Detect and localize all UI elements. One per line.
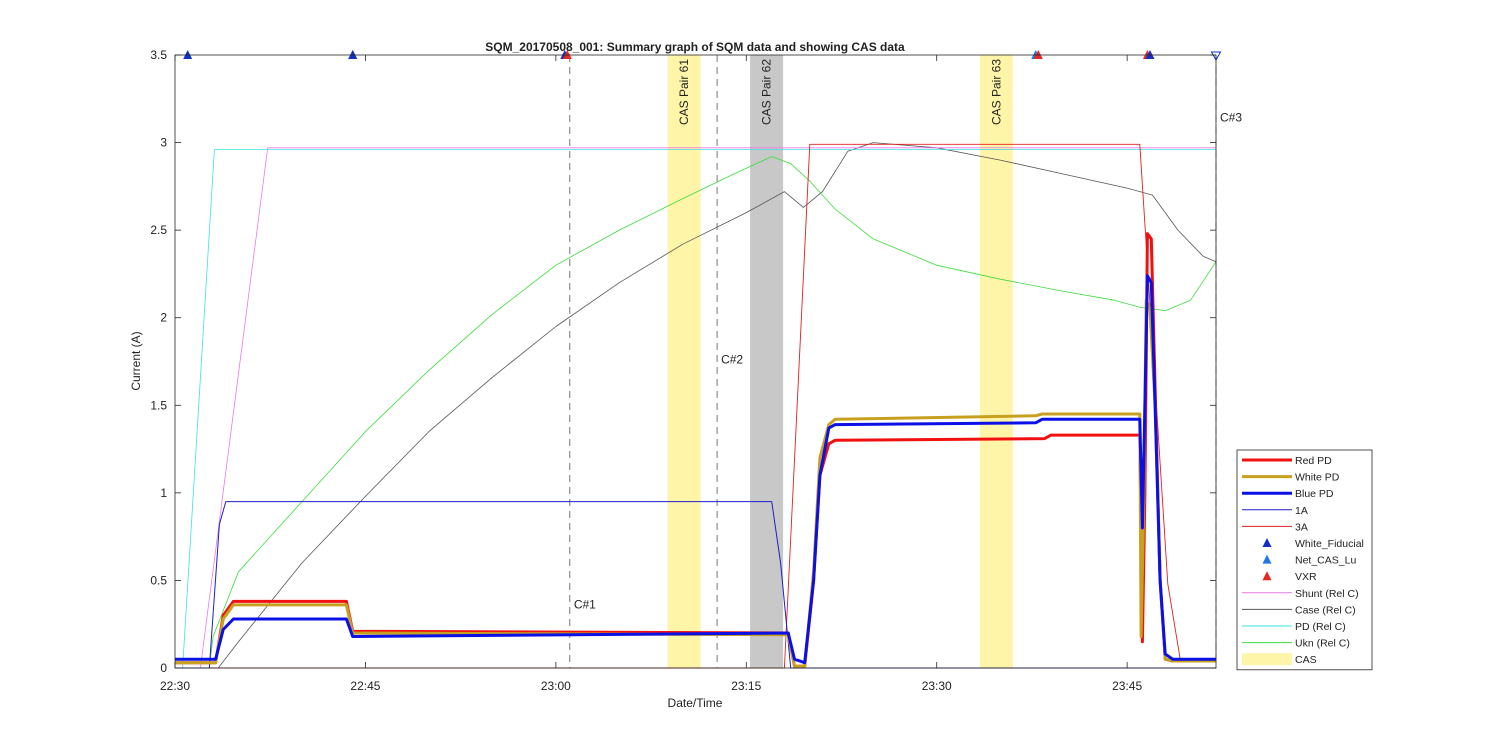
marker-white-fiducial	[1145, 50, 1155, 59]
legend-label: White PD	[1295, 472, 1340, 484]
chart-title: SQM_20170508_001: Summary graph of SQM d…	[485, 40, 905, 54]
x-tick-label: 23:15	[731, 679, 761, 693]
legend-swatch-vxr	[1262, 571, 1272, 581]
x-tick-label: 22:30	[160, 679, 190, 693]
cas-band-label: CAS Pair 62	[760, 59, 774, 125]
legend-label: Blue PD	[1295, 488, 1334, 500]
legend-label: PD (Rel C)	[1295, 621, 1346, 633]
cursor-label: C#3	[1220, 111, 1242, 125]
legend-swatch-cas	[1242, 653, 1292, 666]
y-axis-label: Current (A)	[129, 331, 143, 390]
legend-label: 3A	[1295, 521, 1308, 533]
marker-white-fiducial	[183, 50, 193, 59]
series-line-1a	[175, 501, 1216, 669]
y-tick-label: 2.5	[150, 223, 167, 237]
cas-band	[979, 55, 1013, 668]
legend-label: Red PD	[1295, 455, 1332, 467]
legend-label: White_Fiducial	[1295, 538, 1364, 550]
y-tick-label: 1	[160, 486, 167, 500]
cursor-label: C#1	[574, 597, 596, 611]
marker-white-fiducial	[348, 50, 358, 59]
legend-label: 1A	[1295, 505, 1308, 517]
legend-label: VXR	[1295, 571, 1317, 583]
cursor-label: C#2	[721, 352, 743, 366]
legend-label: CAS	[1295, 654, 1317, 666]
x-tick-label: 23:30	[922, 679, 952, 693]
y-tick-label: 0	[160, 661, 167, 675]
series-line-case-rel-c	[175, 142, 1217, 669]
cas-band	[750, 55, 784, 668]
plot-frame	[174, 54, 1217, 669]
cas-band	[667, 55, 701, 668]
legend-label: Net_CAS_Lu	[1295, 555, 1356, 567]
legend-swatch-white-fiducial	[1262, 538, 1272, 547]
y-tick-label: 0.5	[150, 573, 167, 587]
event-markers	[183, 50, 1222, 62]
legend-label: Ukn (Rel C)	[1295, 638, 1350, 650]
axis-ticks: 0 0.5 1 1.5 2 2.5 3 3.5 22:30 22:45 23:00 23:15 23:3…	[150, 48, 1216, 693]
y-tick-label: 3	[160, 136, 167, 150]
y-tick-label: 1.5	[150, 398, 167, 412]
legend: Red PD White PD Blue PD 1A 3A White_Fiducial N…	[1236, 449, 1373, 671]
y-tick-label: 3.5	[150, 48, 167, 62]
x-axis-label: Date/Time	[668, 696, 723, 710]
cursor-end-marker	[1210, 51, 1222, 62]
x-tick-label: 22:45	[350, 679, 380, 693]
x-tick-label: 23:00	[541, 679, 571, 693]
y-tick-label: 2	[160, 311, 167, 325]
cas-band-label: CAS Pair 61	[677, 59, 691, 125]
series-lines	[175, 142, 1217, 669]
marker-vxr	[562, 50, 572, 59]
legend-label: Case (Rel C)	[1295, 604, 1356, 616]
marker-vxr	[1033, 50, 1043, 59]
series-line-blue-pd	[175, 274, 1216, 665]
x-tick-label: 23:45	[1112, 679, 1142, 693]
legend-label: Shunt (Rel C)	[1295, 588, 1359, 600]
cas-band-label: CAS Pair 63	[989, 59, 1003, 125]
legend-box	[1236, 449, 1373, 671]
legend-swatch-net-cas-lu	[1262, 554, 1272, 564]
